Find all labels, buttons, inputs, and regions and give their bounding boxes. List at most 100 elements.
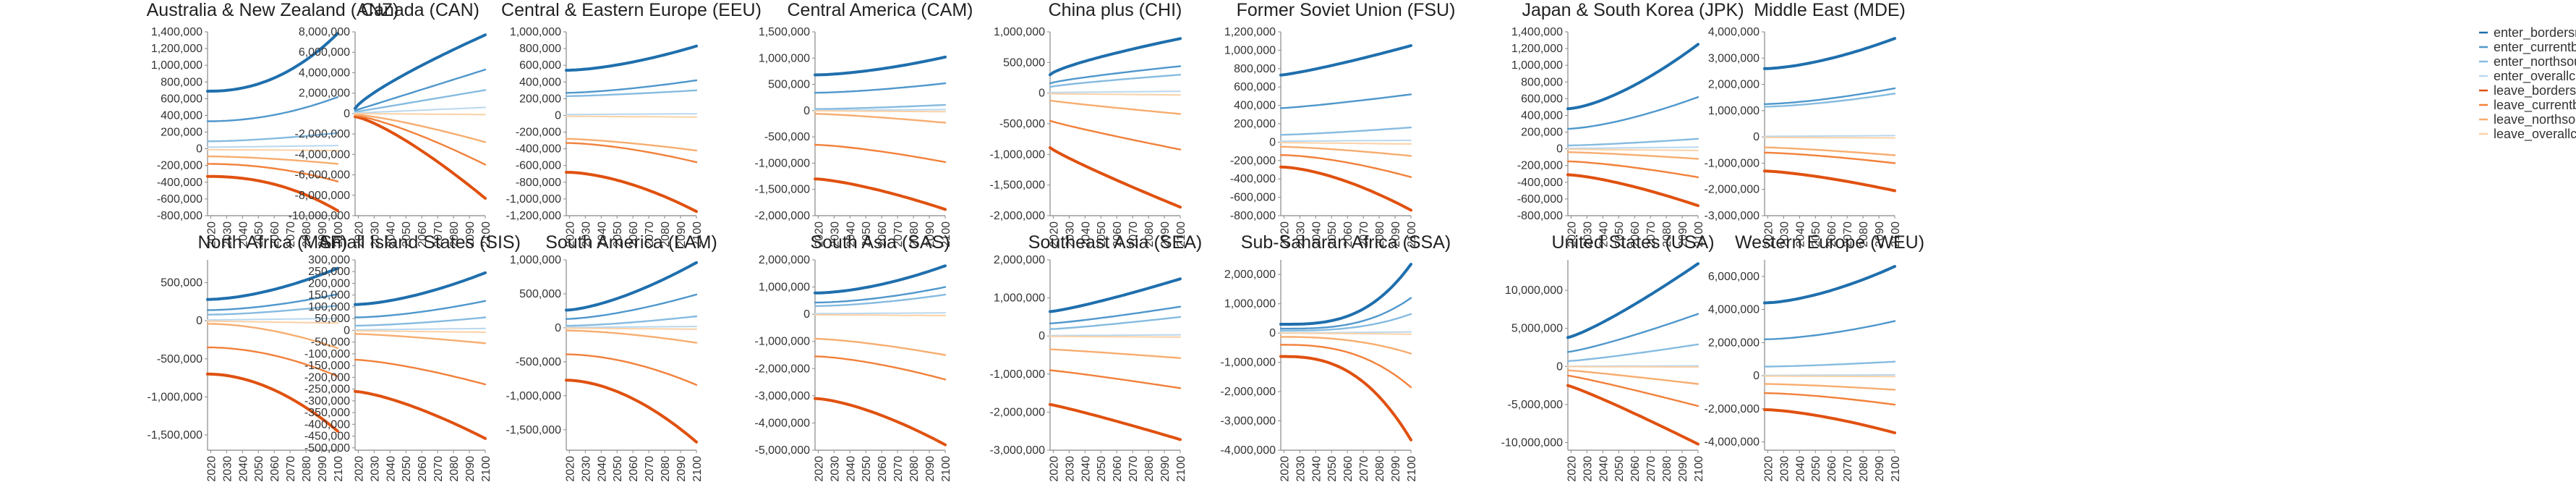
series-line-leave-overallclosed xyxy=(814,313,946,316)
x-tick-label: 2050 xyxy=(1326,221,1339,248)
y-tick-label: 0 xyxy=(196,143,202,156)
x-tick-label: 2050 xyxy=(1326,456,1339,482)
y-tick-label: 0 xyxy=(344,108,350,120)
y-tick-label: -400,000 xyxy=(1517,177,1563,189)
series-line-enter-northsouthclosed xyxy=(206,132,339,143)
x-tick-label: 2050 xyxy=(253,456,265,482)
x-tick-label: 2020 xyxy=(1566,221,1578,248)
x-tick-label: 2070 xyxy=(1358,221,1370,248)
x-tick-label: 2050 xyxy=(861,456,873,482)
y-tick-label: -600,000 xyxy=(1230,192,1276,204)
y-tick-label: 600,000 xyxy=(519,59,561,72)
series-line-enter-bordersmoreopen xyxy=(1566,43,1699,111)
y-tick-label: -1,000,000 xyxy=(754,336,810,348)
series-line-enter-northsouthclosed xyxy=(354,89,487,114)
panel-title: Japan & South Korea (JPK) xyxy=(1522,0,1744,20)
series-line-enter-currentborders xyxy=(1049,305,1182,324)
x-tick-label: 2070 xyxy=(644,221,656,248)
x-tick-label: 2070 xyxy=(1645,456,1658,482)
y-tick-label: -800,000 xyxy=(1230,210,1276,222)
panel-australia-new-zealand-anz: Australia & New Zealand (ANZ) 1,400,000 1,… xyxy=(147,0,399,248)
y-tick-label: 8,000,000 xyxy=(299,26,350,38)
x-tick-label: 2080 xyxy=(301,456,313,482)
series-line-enter-currentborders xyxy=(1566,313,1699,353)
x-tick-label: 2030 xyxy=(829,221,841,248)
panel-title: Middle East (MDE) xyxy=(1754,0,1906,20)
series-line-enter-northsouthclosed xyxy=(565,315,698,327)
x-tick-label: 2060 xyxy=(877,456,889,482)
y-tick-label: -200,000 xyxy=(1230,155,1276,167)
y-tick-label: -1,500,000 xyxy=(506,424,561,436)
x-tick-label: 2020 xyxy=(205,221,218,248)
y-tick-label: -150,000 xyxy=(304,360,350,372)
series-line-leave-currentborders xyxy=(814,143,947,164)
series-line-enter-currentborders xyxy=(1279,297,1412,330)
x-tick-label: 2100 xyxy=(1406,456,1418,482)
x-tick-label: 2050 xyxy=(861,221,873,248)
series-line-leave-northsouthclosed xyxy=(1049,348,1182,359)
panel-western-europe-weu: Western Europe (WEU) 6,000,000 4,000,000 2,… xyxy=(1704,232,1924,482)
x-tick-label: 2020 xyxy=(1279,221,1291,248)
series-line-leave-overallclosed xyxy=(1049,93,1181,96)
legend-entry: leave_northsouthclosed xyxy=(2494,112,2576,127)
x-tick-label: 2060 xyxy=(1826,221,1838,248)
x-tick-label: 2100 xyxy=(480,456,492,482)
x-tick-label: 2020 xyxy=(353,456,365,482)
series-line-leave-currentborders xyxy=(814,355,947,381)
x-tick-label: 2060 xyxy=(1112,456,1124,482)
y-tick-label: 1,200,000 xyxy=(1224,26,1276,38)
panel-title: South Asia (SAS) xyxy=(810,232,950,253)
series-line-enter-currentborders xyxy=(1763,87,1896,106)
y-tick-label: -200,000 xyxy=(304,371,350,384)
panel-central-america-cam: Central America (CAM) 1,500,000 1,000,000 5… xyxy=(754,0,973,248)
y-tick-label: 0 xyxy=(555,322,561,334)
series-line-enter-northsouthclosed xyxy=(1279,126,1412,136)
y-tick-label: 1,000,000 xyxy=(151,59,202,72)
series-line-enter-currentborders xyxy=(814,286,947,304)
series-line-enter-currentborders xyxy=(814,82,947,94)
y-tick-label: 4,000,000 xyxy=(1708,26,1760,38)
series-line-leave-overallclosed xyxy=(566,327,697,330)
y-tick-label: 1,400,000 xyxy=(151,26,202,38)
y-tick-label: -1,000,000 xyxy=(989,148,1045,161)
y-tick-label: -600,000 xyxy=(157,193,202,206)
y-tick-label: 1,000,000 xyxy=(994,292,1045,305)
legend-entry: enter_currentborders xyxy=(2494,40,2576,55)
y-tick-label: 400,000 xyxy=(519,76,561,88)
series-line-enter-bordersmoreopen xyxy=(354,33,487,110)
x-tick-label: 2100 xyxy=(1175,456,1187,482)
x-tick-label: 2070 xyxy=(1358,456,1370,482)
x-tick-label: 2060 xyxy=(417,456,429,482)
x-tick-label: 2080 xyxy=(1143,221,1156,248)
x-tick-label: 2080 xyxy=(1143,456,1156,482)
x-tick-label: 2040 xyxy=(596,221,608,248)
y-tick-label: -100,000 xyxy=(304,348,350,360)
x-tick-label: 2030 xyxy=(1295,221,1307,248)
series-line-leave-currentborders xyxy=(206,346,339,378)
y-tick-label: 10,000,000 xyxy=(1505,284,1563,297)
x-tick-label: 2040 xyxy=(596,456,608,482)
x-tick-label: 2040 xyxy=(237,456,250,482)
x-tick-label: 2020 xyxy=(564,456,576,482)
x-tick-label: 2020 xyxy=(1048,456,1060,482)
y-tick-label: -1,000,000 xyxy=(147,391,202,403)
x-tick-label: 2090 xyxy=(1677,221,1689,248)
y-tick-label: 0 xyxy=(1753,370,1760,382)
series-line-enter-northsouthclosed xyxy=(1763,360,1896,368)
series-line-enter-currentborders xyxy=(354,68,487,111)
x-tick-label: 2070 xyxy=(1842,221,1854,248)
y-tick-label: 0 xyxy=(196,315,202,327)
panel-middle-east-mde: Middle East (MDE) 4,000,000 3,000,000 2,000… xyxy=(1704,0,1905,248)
y-tick-label: 2,000,000 xyxy=(1224,269,1276,281)
series-line-enter-currentborders xyxy=(1763,320,1896,340)
y-tick-label: -1,000,000 xyxy=(754,157,810,169)
x-tick-label: 2070 xyxy=(892,221,905,248)
series-line-enter-currentborders xyxy=(565,79,698,94)
x-tick-label: 2060 xyxy=(1342,456,1355,482)
panel-central-eastern-europe-eeu: Central & Eastern Europe (EEU) 1,000,000 8… xyxy=(501,0,762,248)
y-tick-label: 100,000 xyxy=(308,301,350,313)
x-tick-label: 2040 xyxy=(1310,456,1323,482)
series-line-leave-bordersmoreopen xyxy=(565,379,698,444)
x-tick-label: 2100 xyxy=(333,456,345,482)
series-line-enter-overallclosed xyxy=(207,318,338,321)
